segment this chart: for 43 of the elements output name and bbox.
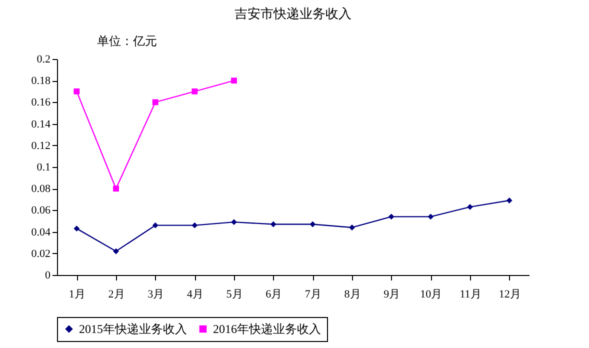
text: 单位：亿元 xyxy=(97,34,157,48)
point xyxy=(74,226,80,232)
point xyxy=(192,88,198,94)
point xyxy=(152,99,158,106)
y-tick-label: 0.16 xyxy=(31,96,51,109)
y-tick-label: 0.1 xyxy=(36,162,50,174)
point xyxy=(152,222,158,228)
point xyxy=(113,248,119,254)
legend-label: 2015年快递业务收入 xyxy=(79,322,187,336)
point xyxy=(231,78,237,84)
x-tick-label: 12月 xyxy=(498,288,521,300)
x-tick-label: 1月 xyxy=(68,288,86,300)
point xyxy=(74,88,80,94)
point xyxy=(192,222,198,228)
y-tick-label: 0.04 xyxy=(31,226,51,238)
x-tick-label: 11月 xyxy=(460,288,482,300)
point xyxy=(113,186,119,192)
y-tick-label: 0.2 xyxy=(36,54,50,66)
point xyxy=(231,219,237,226)
chart-title: 吉安市快递业务收入 xyxy=(234,6,352,21)
x-tick-label: 10月 xyxy=(420,288,442,300)
y-tick-label: 0.14 xyxy=(31,118,51,130)
x-tick-label: 8月 xyxy=(344,288,361,300)
y-tick-label: 0.02 xyxy=(31,248,50,260)
y-tick-label: 0.18 xyxy=(31,75,51,88)
x-tick-label: 6月 xyxy=(266,288,282,300)
y-tick-label: 0.08 xyxy=(31,183,51,196)
point xyxy=(506,198,512,204)
y-tick-label: 0.06 xyxy=(31,204,51,217)
point xyxy=(310,221,316,228)
x-tick-label: 2月 xyxy=(108,288,125,300)
point xyxy=(428,214,434,220)
point xyxy=(388,214,394,220)
x-tick-label: 7月 xyxy=(304,288,322,300)
x-tick-label: 9月 xyxy=(384,288,400,300)
y-tick-label: 0 xyxy=(45,270,51,282)
legend-label: 2016年快递业务收入 xyxy=(213,322,321,336)
point xyxy=(270,221,276,228)
x-tick-label: 4月 xyxy=(186,288,204,300)
point xyxy=(467,204,473,210)
x-tick-label: 5月 xyxy=(226,288,243,300)
y-tick-label: 0.12 xyxy=(31,140,50,152)
x-tick-label: 3月 xyxy=(148,288,164,300)
